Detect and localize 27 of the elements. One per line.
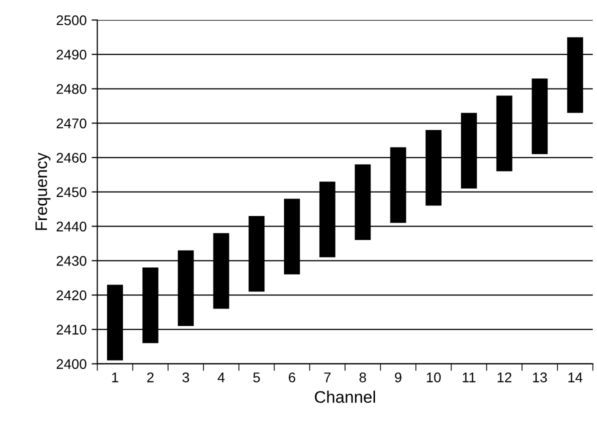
x-tick-label: 13 xyxy=(533,372,547,382)
y-tick-label: 2480 xyxy=(56,84,86,94)
x-tick-label: 12 xyxy=(498,372,512,382)
y-tick-label: 2500 xyxy=(56,15,86,26)
y-tick-label: 2400 xyxy=(56,359,86,369)
y-tick-label: 2470 xyxy=(56,118,86,128)
x-tick-label: 1 xyxy=(112,372,118,382)
x-tick-label: 5 xyxy=(253,372,260,382)
y-tick-label: 2410 xyxy=(56,324,86,335)
x-tick-label: 9 xyxy=(394,372,402,382)
x-tick-label: 6 xyxy=(288,372,296,382)
x-tick-label: 8 xyxy=(360,372,366,382)
x-tick-label: 10 xyxy=(426,372,441,382)
x-axis-title: Channel xyxy=(314,390,375,403)
x-tick-label: 11 xyxy=(462,372,476,382)
y-tick-label: 2420 xyxy=(56,290,86,300)
y-tick-label: 2450 xyxy=(56,187,86,198)
y-tick-label: 2460 xyxy=(56,152,86,163)
x-tick-label: 14 xyxy=(568,372,582,382)
x-tick-label: 4 xyxy=(218,372,225,382)
x-tick-label: 2 xyxy=(147,372,154,382)
y-tick-label: 2490 xyxy=(56,50,86,60)
y-tick-label: 2430 xyxy=(56,256,86,266)
x-tick-label: 3 xyxy=(182,372,190,382)
y-tick-label: 2440 xyxy=(56,222,86,232)
x-tick-label: 7 xyxy=(324,372,331,382)
y-axis-title: Frequency xyxy=(36,152,50,230)
